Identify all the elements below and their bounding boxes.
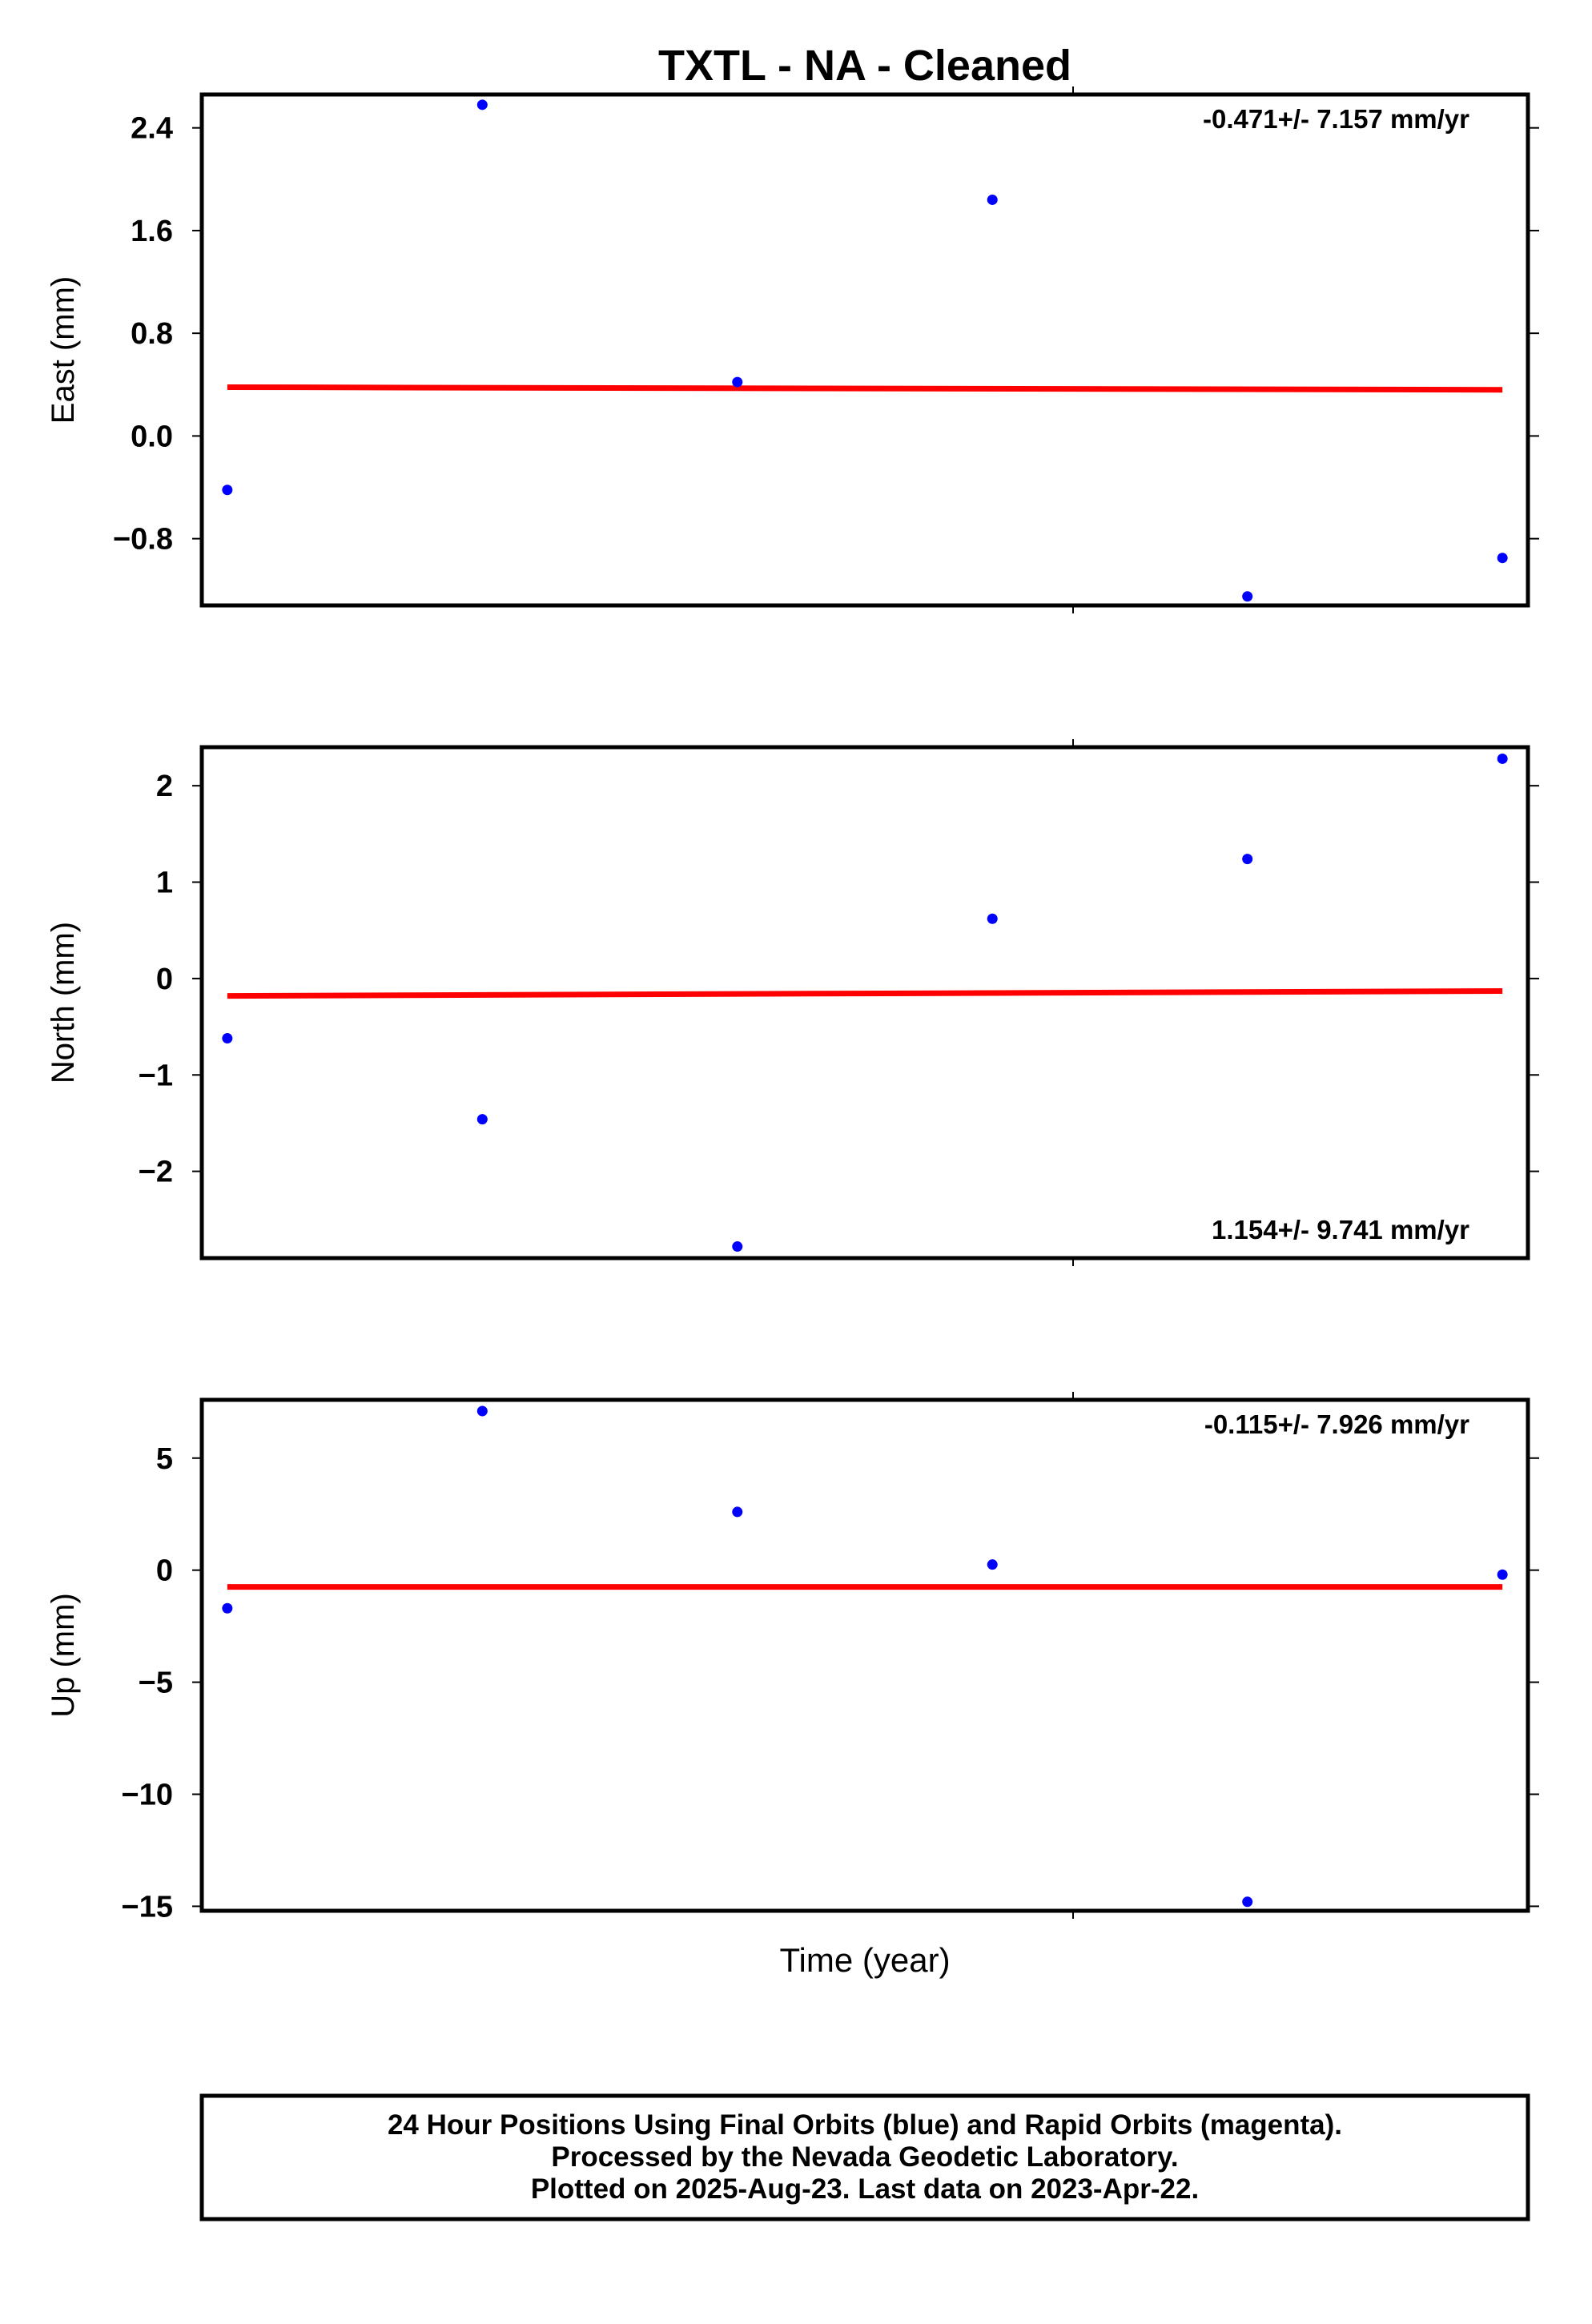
y-tick-label: −2 <box>139 1156 173 1189</box>
data-point <box>222 485 233 496</box>
data-point <box>1242 591 1253 602</box>
data-point <box>476 1114 488 1125</box>
plot-frame <box>199 92 1530 608</box>
y-axis-label: Up (mm) <box>46 1593 81 1718</box>
panels: 2.4 1.6 0.8 0.0 −0.8 East (mm) -0.471+/- 7.157… <box>46 86 1539 1924</box>
rate-annotation: -0.471+/- 7.157 mm/yr <box>1203 104 1469 134</box>
rate-annotation: 1.154+/- 9.741 mm/yr <box>1212 1215 1469 1244</box>
data-point <box>732 376 743 388</box>
y-tick-label: −15 <box>122 1890 173 1924</box>
data-point <box>732 1241 743 1252</box>
data-point <box>1497 753 1508 764</box>
data-point <box>476 1405 488 1417</box>
panel-3: 5 0 −5 −10 −15 Up (mm) -0.115+/- 7.926 mm/yr <box>46 1392 1539 1924</box>
y-tick-label: 0.0 <box>131 420 173 453</box>
data-point <box>222 1602 233 1614</box>
footer-line-3: Plotted on 2025-Aug-23. Last data on 202… <box>531 2173 1199 2205</box>
panel-1: 2.4 1.6 0.8 0.0 −0.8 East (mm) -0.471+/- 7.157… <box>46 86 1539 613</box>
figure-title: TXTL - NA - Cleaned <box>658 42 1071 90</box>
data-point <box>1497 1569 1508 1580</box>
trend-line <box>227 384 1503 393</box>
plot-frame <box>199 1397 1530 1913</box>
rate-annotation: -0.115+/- 7.926 mm/yr <box>1204 1409 1469 1439</box>
y-tick-label: 0 <box>156 963 173 996</box>
data-point <box>987 913 998 924</box>
panel-2: 2 1 0 −1 −2 North (mm) 1.154+/- 9.741 mm/yr <box>46 739 1539 1266</box>
data-point <box>1242 854 1253 865</box>
footer-box: 24 Hour Positions Using Final Orbits (bl… <box>199 2093 1530 2221</box>
data-point <box>1497 553 1508 564</box>
y-tick-label: 5 <box>156 1442 173 1476</box>
y-axis-label: North (mm) <box>46 922 81 1084</box>
y-tick-label: −5 <box>139 1667 173 1700</box>
plot-frame <box>199 745 1530 1261</box>
y-tick-label: 2.4 <box>131 112 173 146</box>
y-tick-label: 1.6 <box>131 215 173 248</box>
y-tick-label: 0 <box>156 1554 173 1588</box>
y-tick-label: −10 <box>122 1778 173 1811</box>
data-point <box>987 194 998 205</box>
footer-frame <box>199 2093 1530 2221</box>
x-axis-label: Time (year) <box>779 1941 950 1979</box>
data-point <box>222 1033 233 1044</box>
y-tick-label: 1 <box>156 866 173 900</box>
y-axis-label: East (mm) <box>46 276 81 424</box>
data-point <box>476 99 488 111</box>
footer-line-1: 24 Hour Positions Using Final Orbits (bl… <box>388 2109 1342 2141</box>
trend-line <box>227 988 1503 999</box>
y-tick-label: 2 <box>156 770 173 803</box>
data-point <box>987 1559 998 1570</box>
data-point <box>1242 1896 1253 1908</box>
data-point <box>732 1506 743 1518</box>
y-tick-label: −1 <box>139 1059 173 1092</box>
footer-line-2: Processed by the Nevada Geodetic Laborat… <box>551 2141 1178 2173</box>
y-tick-label: 0.8 <box>131 317 173 351</box>
y-tick-label: −0.8 <box>113 523 173 557</box>
